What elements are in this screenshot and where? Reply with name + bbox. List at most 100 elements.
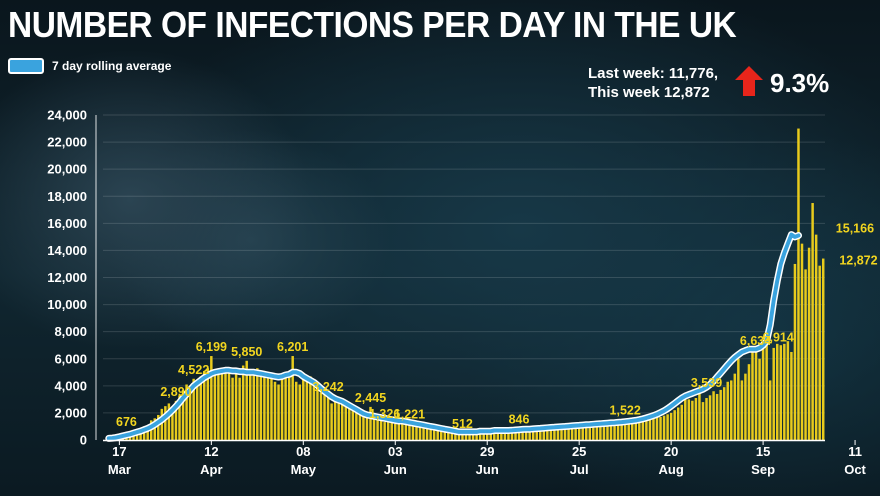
- bar: [521, 429, 524, 440]
- data-labels: 676 2,890 4,522 6,199 5,850 6,201 3,242 2,445 1,…: [116, 222, 878, 431]
- x-axis: 17 Mar 12 Apr 08 May 03 Jun 29 Jun 25 Jul 20 Aug 15 Sep…: [103, 439, 867, 477]
- bar: [652, 418, 655, 440]
- bar: [206, 368, 210, 440]
- bar: [493, 430, 496, 440]
- bar: [588, 425, 592, 440]
- bar: [662, 415, 666, 440]
- bar: [553, 427, 556, 440]
- bar: [581, 425, 584, 440]
- bar: [708, 395, 712, 440]
- bar: [733, 373, 737, 440]
- data-label: 1,326: [369, 407, 400, 421]
- bar: [266, 375, 270, 440]
- bar: [560, 427, 563, 440]
- bar: [669, 412, 673, 440]
- bar: [800, 243, 804, 440]
- bar: [482, 431, 485, 440]
- bar: [659, 416, 662, 440]
- bar: [790, 351, 793, 440]
- data-label: 3,539: [691, 376, 722, 390]
- y-tick-label: 24,000: [47, 108, 87, 123]
- bar: [259, 373, 263, 440]
- weekly-summary: Last week: 11,776, This week 12,872 9.3%: [588, 64, 829, 102]
- x-tick-month: Apr: [200, 462, 222, 477]
- bar: [287, 377, 291, 440]
- up-arrow-icon: [735, 66, 763, 96]
- bar: [648, 419, 652, 440]
- bar: [323, 393, 326, 440]
- bar: [797, 128, 800, 440]
- bar: [330, 403, 333, 440]
- bar: [372, 416, 376, 440]
- rolling-average-line: [106, 232, 801, 441]
- bar: [181, 389, 185, 440]
- bar: [238, 377, 241, 440]
- bar: [786, 341, 790, 440]
- bar: [401, 419, 404, 440]
- bar: [567, 426, 570, 440]
- y-tick-label: 18,000: [47, 189, 87, 204]
- bar: [609, 423, 613, 440]
- bar: [616, 422, 620, 440]
- y-tick-label: 22,000: [47, 135, 87, 150]
- bar: [719, 389, 722, 440]
- y-tick-label: 20,000: [47, 162, 87, 177]
- daily-bars: [107, 128, 825, 440]
- bar: [694, 398, 698, 440]
- bar: [698, 392, 701, 440]
- bar: [489, 431, 492, 440]
- bar: [280, 376, 284, 440]
- legend: 7 day rolling average: [8, 58, 171, 74]
- bar: [440, 430, 443, 440]
- bar: [641, 419, 645, 440]
- bar: [500, 429, 503, 440]
- bar: [712, 391, 715, 440]
- y-tick-label: 14,000: [47, 243, 87, 258]
- bar: [528, 429, 531, 440]
- bar: [744, 373, 747, 440]
- bar: [188, 392, 192, 440]
- bar: [333, 399, 337, 440]
- bar: [220, 373, 224, 440]
- bar: [722, 387, 726, 440]
- bar: [457, 432, 461, 440]
- bar: [404, 422, 408, 440]
- bar: [337, 400, 340, 440]
- data-label: 846: [509, 413, 530, 427]
- bar: [362, 412, 365, 440]
- bar: [178, 395, 181, 440]
- bar: [164, 406, 167, 440]
- bar: [249, 370, 252, 440]
- bar: [351, 407, 355, 440]
- y-axis: 0 2,000 4,000 6,000 8,000 10,000 12,000 14,000 1…: [47, 108, 97, 448]
- bar: [751, 350, 754, 440]
- rolling-average-series: [105, 231, 802, 442]
- bar: [316, 388, 319, 440]
- data-label: 4,522: [178, 363, 209, 377]
- data-label: 1,522: [610, 403, 641, 417]
- chart-title: NUMBER OF INFECTIONS PER DAY IN THE UK: [8, 4, 737, 45]
- bar: [447, 431, 450, 440]
- x-tick-day: 12: [204, 444, 218, 459]
- bar: [383, 422, 386, 440]
- x-tick-day: 17: [112, 444, 126, 459]
- bar: [171, 406, 174, 440]
- bar: [574, 425, 577, 440]
- bar: [270, 377, 273, 440]
- bar: [344, 406, 347, 440]
- legend-swatch: [8, 58, 44, 74]
- bar: [231, 377, 234, 440]
- bar: [195, 383, 199, 440]
- bar: [549, 427, 553, 440]
- bar: [524, 429, 528, 440]
- x-tick-month: May: [291, 462, 317, 477]
- y-tick-label: 8,000: [54, 324, 87, 339]
- bar: [305, 379, 309, 440]
- bar: [418, 426, 422, 440]
- bar: [213, 372, 217, 440]
- bar: [425, 428, 429, 440]
- bar: [468, 433, 471, 440]
- bar: [634, 421, 638, 440]
- bar: [298, 384, 302, 440]
- data-label: 6,199: [196, 340, 227, 354]
